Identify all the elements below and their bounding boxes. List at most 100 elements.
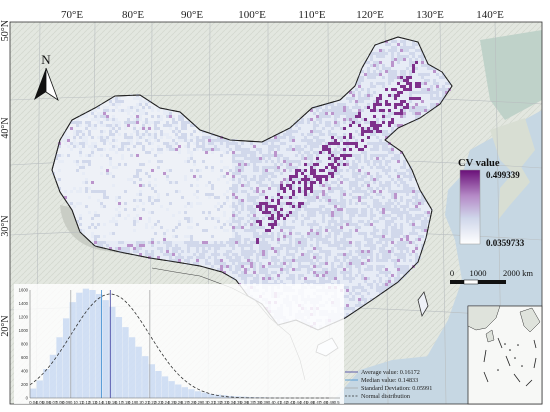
- cv-pixel: [367, 202, 370, 205]
- cv-pixel: [58, 145, 61, 148]
- cv-pixel: [391, 196, 394, 199]
- cv-pixel: [373, 196, 376, 199]
- cv-pixel: [265, 169, 268, 172]
- cv-pixel: [298, 184, 301, 187]
- cv-pixel: [256, 166, 259, 169]
- cv-pixel: [421, 205, 424, 208]
- cv-pixel: [382, 214, 385, 217]
- cv-pixel: [244, 169, 247, 172]
- sea-south: [330, 356, 440, 404]
- cv-pixel: [415, 232, 418, 235]
- cv-pixel: [307, 166, 310, 169]
- cv-pixel: [427, 217, 430, 220]
- cv-pixel: [268, 271, 271, 274]
- cv-pixel: [304, 199, 307, 202]
- cv-pixel: [310, 166, 313, 169]
- cv-pixel: [289, 172, 292, 175]
- cv-pixel: [352, 103, 355, 106]
- cv-pixel: [355, 274, 358, 277]
- cv-pixel: [418, 94, 421, 97]
- cv-pixel: [85, 127, 88, 130]
- cv-pixel: [313, 181, 316, 184]
- cv-pixel: [436, 88, 439, 91]
- cv-pixel: [217, 145, 220, 148]
- cv-pixel: [358, 196, 361, 199]
- cv-pixel: [382, 229, 385, 232]
- cv-pixel: [358, 88, 361, 91]
- cv-pixel: [97, 214, 100, 217]
- cv-pixel: [391, 79, 394, 82]
- cv-pixel: [121, 250, 124, 253]
- cv-pixel: [310, 160, 313, 163]
- cv-pixel: [352, 109, 355, 112]
- cv-pixel: [262, 199, 265, 202]
- cv-pixel: [172, 256, 175, 259]
- cv-pixel: [319, 166, 322, 169]
- cv-pixel: [331, 262, 334, 265]
- cv-pixel: [355, 139, 358, 142]
- cv-pixel: [376, 253, 379, 256]
- cv-pixel: [148, 217, 151, 220]
- cv-pixel: [76, 142, 79, 145]
- cv-pixel: [391, 91, 394, 94]
- cv-pixel: [403, 196, 406, 199]
- cv-pixel: [370, 163, 373, 166]
- cv-pixel: [337, 142, 340, 145]
- cv-pixel: [184, 178, 187, 181]
- cv-pixel: [361, 274, 364, 277]
- cv-pixel: [142, 106, 145, 109]
- cv-pixel: [421, 64, 424, 67]
- cv-pixel: [247, 214, 250, 217]
- cv-pixel: [385, 190, 388, 193]
- cv-pixel: [238, 148, 241, 151]
- cv-pixel: [304, 172, 307, 175]
- cv-pixel: [235, 142, 238, 145]
- cv-pixel: [217, 208, 220, 211]
- cv-pixel: [424, 232, 427, 235]
- cv-pixel: [286, 199, 289, 202]
- cv-pixel: [304, 139, 307, 142]
- cv-pixel: [154, 154, 157, 157]
- cv-pixel: [427, 208, 430, 211]
- cv-pixel: [241, 202, 244, 205]
- cv-pixel: [127, 148, 130, 151]
- cv-pixel: [340, 280, 343, 283]
- cv-pixel: [349, 220, 352, 223]
- cv-pixel: [373, 124, 376, 127]
- cv-pixel: [322, 217, 325, 220]
- cv-pixel: [253, 154, 256, 157]
- cv-pixel: [415, 238, 418, 241]
- cv-pixel: [388, 88, 391, 91]
- cv-pixel: [238, 196, 241, 199]
- cv-pixel: [274, 178, 277, 181]
- cv-pixel: [391, 277, 394, 280]
- cv-pixel: [343, 265, 346, 268]
- cv-pixel: [376, 163, 379, 166]
- cv-pixel: [325, 223, 328, 226]
- cv-pixel: [334, 148, 337, 151]
- cv-pixel: [196, 250, 199, 253]
- cv-pixel: [277, 181, 280, 184]
- cv-pixel: [316, 118, 319, 121]
- cv-pixel: [361, 130, 364, 133]
- cv-pixel: [187, 148, 190, 151]
- cv-pixel: [289, 136, 292, 139]
- cv-pixel: [265, 253, 268, 256]
- cv-pixel: [325, 214, 328, 217]
- cv-pixel: [370, 88, 373, 91]
- cv-pixel: [118, 100, 121, 103]
- cv-pixel: [181, 127, 184, 130]
- cv-pixel: [325, 193, 328, 196]
- cv-pixel: [376, 112, 379, 115]
- cv-pixel: [382, 115, 385, 118]
- cv-pixel: [85, 190, 88, 193]
- cv-pixel: [361, 271, 364, 274]
- cv-pixel: [289, 271, 292, 274]
- cv-pixel: [187, 217, 190, 220]
- cv-pixel: [265, 166, 268, 169]
- cv-pixel: [373, 280, 376, 283]
- cv-pixel: [295, 208, 298, 211]
- cv-pixel: [190, 247, 193, 250]
- cv-pixel: [391, 46, 394, 49]
- cv-pixel: [340, 229, 343, 232]
